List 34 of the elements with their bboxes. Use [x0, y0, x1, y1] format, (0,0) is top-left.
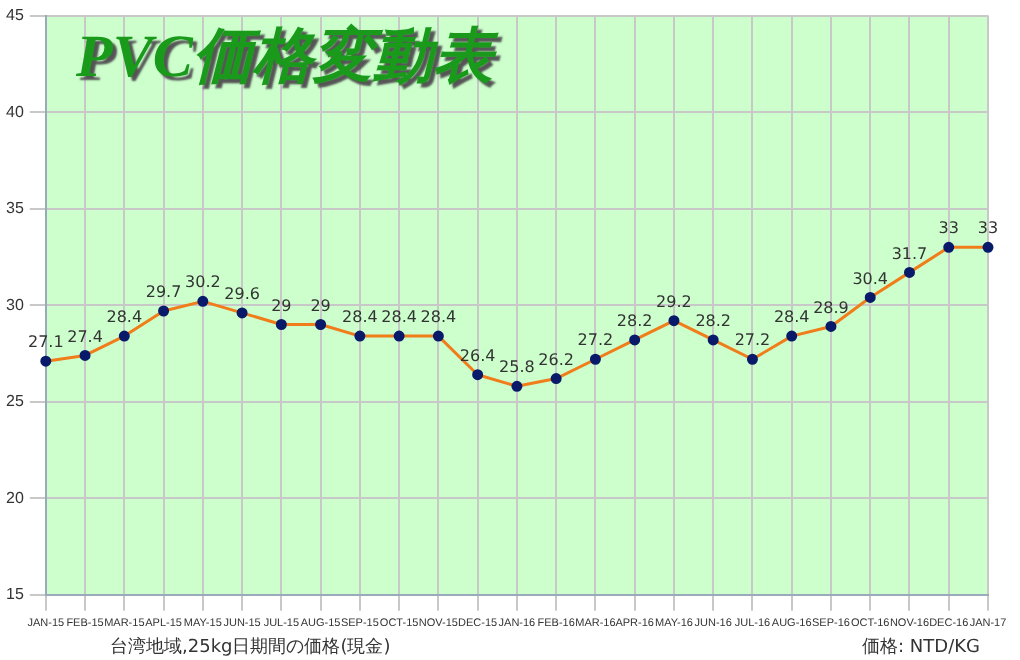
data-label: 29.6 — [224, 285, 260, 304]
data-label: 27.2 — [734, 331, 771, 350]
data-label: 25.8 — [499, 358, 535, 377]
data-label: 28.4 — [420, 308, 457, 327]
data-label: 28.9 — [813, 298, 849, 317]
data-label: 33 — [977, 219, 999, 238]
data-label: 30.4 — [852, 269, 889, 288]
y-tick-label: 40 — [5, 102, 25, 121]
y-tick-label: 15 — [5, 585, 25, 604]
data-label: 28.4 — [773, 308, 810, 327]
data-label: 28.4 — [342, 308, 378, 327]
data-label: 29.7 — [145, 283, 182, 302]
data-label: 27.1 — [27, 333, 64, 352]
y-tick-label: 20 — [5, 488, 25, 507]
text: 台湾地域,25kg日期間の価格(現金) — [110, 635, 391, 660]
data-label: 29 — [310, 296, 331, 315]
data-label: 28.2 — [695, 312, 731, 331]
data-label: 27.2 — [577, 331, 614, 350]
text: 価格: NTD/KG — [862, 635, 980, 660]
data-label: 28.4 — [381, 308, 417, 327]
y-tick-label: 35 — [5, 199, 25, 218]
y-tick-label: 30 — [5, 295, 25, 314]
data-label: 31.7 — [891, 244, 928, 263]
data-label: 28.4 — [106, 308, 143, 327]
data-label: 26.2 — [538, 350, 574, 369]
data-label: 29 — [271, 296, 292, 315]
y-tick-label: 25 — [5, 392, 25, 411]
data-label: 27.4 — [67, 327, 103, 346]
data-label: 26.4 — [459, 346, 496, 365]
data-label: 29.2 — [656, 292, 692, 311]
data-label: 28.2 — [616, 312, 653, 331]
data-label: 33 — [938, 219, 959, 238]
data-label: 30.2 — [185, 273, 221, 292]
y-tick-label: 45 — [5, 6, 25, 25]
